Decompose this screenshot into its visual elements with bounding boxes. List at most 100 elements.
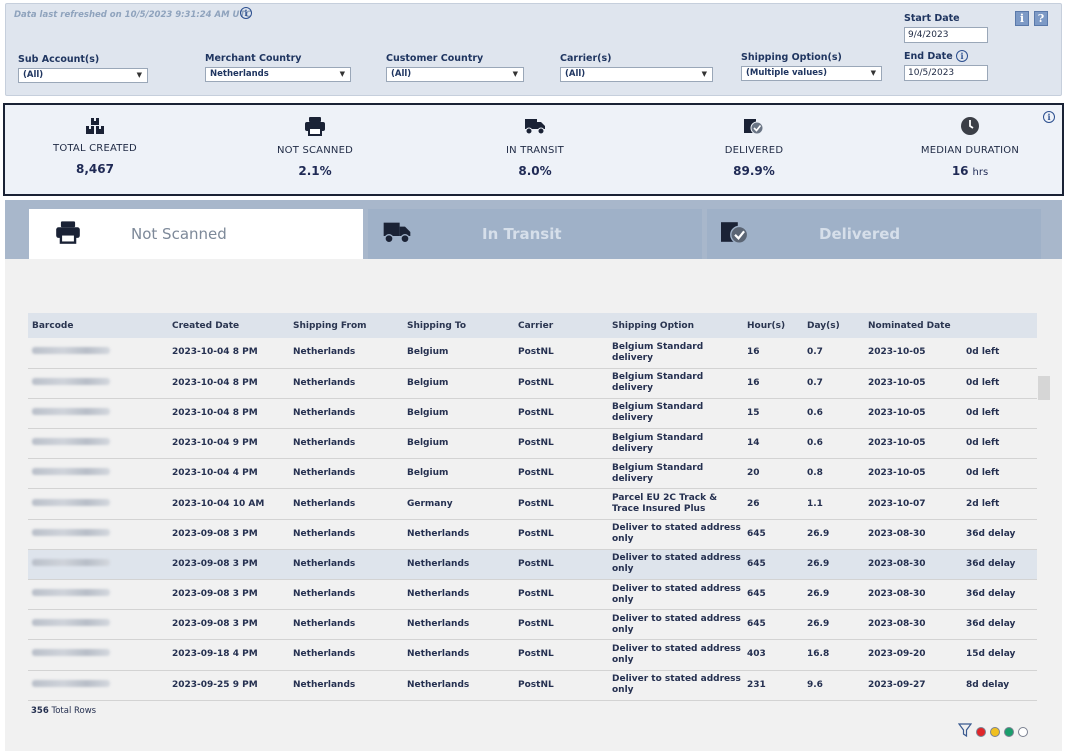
tab-delivered[interactable]: Delivered <box>707 209 1041 259</box>
filter-icon[interactable] <box>957 722 973 741</box>
status-cell: 0d left <box>962 338 1037 369</box>
truck-icon <box>382 220 412 248</box>
total-rows: 356 Total Rows <box>31 706 96 716</box>
refresh-note: Data last refreshed on 10/5/2023 9:31:24… <box>14 10 252 20</box>
created-cell: 2023-10-04 10 AM <box>168 488 289 520</box>
redacted-barcode <box>32 619 110 627</box>
from-cell: Netherlands <box>289 549 403 581</box>
status-cell: 0d left <box>962 458 1037 490</box>
days-cell: 26.9 <box>803 609 864 641</box>
column-header[interactable]: Shipping Option <box>608 313 743 338</box>
column-header[interactable]: Hour(s) <box>743 313 803 338</box>
status-cell: 0d left <box>962 428 1037 460</box>
to-cell: Netherlands <box>403 639 514 671</box>
merchant-country-select[interactable]: Netherlands ▼ <box>205 67 351 82</box>
option-cell: Parcel EU 2C Track & Trace Insured Plus <box>608 488 743 520</box>
table-row[interactable]: 2023-10-04 8 PM Netherlands Belgium PostNL B… <box>28 338 1037 369</box>
legend-dot-red[interactable] <box>976 726 986 737</box>
days-cell: 0.8 <box>803 458 864 490</box>
table-row[interactable]: 2023-10-04 8 PM Netherlands Belgium PostNL B… <box>28 398 1037 430</box>
table-row[interactable]: 2023-10-04 8 PM Netherlands Belgium PostNL B… <box>28 368 1037 399</box>
option-cell: Belgium Standard delivery <box>608 338 743 369</box>
tab-in-transit[interactable]: In Transit <box>368 209 702 259</box>
kpi-value: 16 hrs <box>880 164 1060 178</box>
from-cell: Netherlands <box>289 579 403 611</box>
total-rows-label: Total Rows <box>51 706 97 716</box>
column-header[interactable]: Carrier <box>514 313 608 338</box>
table-row[interactable]: 2023-09-18 4 PM Netherlands Netherlands Pos… <box>28 639 1037 671</box>
end-date-input[interactable]: 10/5/2023 <box>904 65 988 81</box>
table-row[interactable]: 2023-09-08 3 PM Netherlands Netherlands Pos… <box>28 609 1037 641</box>
days-cell: 16.8 <box>803 639 864 671</box>
barcode-cell <box>28 458 168 490</box>
shipments-table: Barcode Created Date Shipping From Shipp… <box>28 313 1037 701</box>
carrier-cell: PostNL <box>514 338 608 369</box>
days-cell: 0.7 <box>803 338 864 369</box>
printer-icon <box>225 115 405 137</box>
table-row[interactable]: 2023-10-04 9 PM Netherlands Belgium PostNL B… <box>28 428 1037 460</box>
option-cell: Deliver to stated address only <box>608 519 743 550</box>
customer-country-select[interactable]: (All) ▼ <box>386 67 524 82</box>
table-row[interactable]: 2023-10-04 4 PM Netherlands Belgium PostNL B… <box>28 458 1037 490</box>
from-cell: Netherlands <box>289 368 403 399</box>
column-header[interactable]: Created Date <box>168 313 289 338</box>
sub-account-label: Sub Account(s) <box>18 54 100 65</box>
option-cell: Belgium Standard delivery <box>608 368 743 399</box>
carrier-label: Carrier(s) <box>560 53 612 64</box>
created-cell: 2023-09-18 4 PM <box>168 639 289 671</box>
created-cell: 2023-09-08 3 PM <box>168 549 289 581</box>
end-date-label: End Date i <box>904 50 988 62</box>
table-row[interactable]: 2023-09-08 3 PM Netherlands Netherlands Pos… <box>28 579 1037 611</box>
from-cell: Netherlands <box>289 398 403 430</box>
nominated-cell: 2023-08-30 <box>864 579 962 611</box>
legend-dot-yellow[interactable] <box>990 726 1000 737</box>
hours-cell: 26 <box>743 488 803 520</box>
kpi-label: IN TRANSIT <box>506 145 564 156</box>
column-header[interactable]: Shipping From <box>289 313 403 338</box>
from-cell: Netherlands <box>289 488 403 520</box>
column-header[interactable]: Day(s) <box>803 313 864 338</box>
table-row[interactable]: 2023-10-04 10 AM Netherlands Germany PostNL… <box>28 488 1037 520</box>
info-button[interactable]: i <box>1015 11 1029 26</box>
carrier-select[interactable]: (All) ▼ <box>560 67 713 82</box>
barcode-cell <box>28 519 168 550</box>
sub-account-select[interactable]: (All) ▼ <box>18 68 148 83</box>
status-cell: 36d delay <box>962 519 1037 550</box>
kpi-not-scanned: NOT SCANNED 2.1% <box>225 115 405 178</box>
info-icon[interactable]: i <box>1043 111 1055 123</box>
table-row[interactable]: 2023-09-08 3 PM Netherlands Netherlands Pos… <box>28 519 1037 550</box>
tab-not-scanned[interactable]: Not Scanned <box>29 209 363 259</box>
option-cell: Deliver to stated address only <box>608 670 743 701</box>
clock-icon <box>880 115 1060 137</box>
to-cell: Netherlands <box>403 549 514 581</box>
kpi-label: TOTAL CREATED <box>53 143 137 154</box>
hours-cell: 403 <box>743 639 803 671</box>
info-icon[interactable]: i <box>955 50 968 62</box>
info-icon[interactable]: i <box>240 7 252 19</box>
tab-label: Delivered <box>819 225 901 243</box>
end-date-filter: End Date i 10/5/2023 <box>904 50 988 81</box>
nominated-cell: 2023-10-05 <box>864 338 962 369</box>
option-cell: Belgium Standard delivery <box>608 458 743 490</box>
redacted-barcode <box>32 649 110 657</box>
column-header[interactable]: Barcode <box>28 313 168 338</box>
redacted-barcode <box>32 407 110 415</box>
kpi-median-duration: MEDIAN DURATION 16 hrs <box>880 115 1060 178</box>
days-cell: 26.9 <box>803 579 864 611</box>
to-cell: Belgium <box>403 428 514 460</box>
column-header[interactable]: Shipping To <box>403 313 514 338</box>
shipping-option-select[interactable]: (Multiple values) ▼ <box>741 66 882 81</box>
column-header[interactable]: Nominated Date <box>864 313 962 338</box>
legend-dot-green[interactable] <box>1004 726 1014 737</box>
table-row[interactable]: 2023-09-25 9 PM Netherlands Netherlands Pos… <box>28 670 1037 701</box>
table-row[interactable]: 2023-09-08 3 PM Netherlands Netherlands Pos… <box>28 549 1037 581</box>
scrollbar-thumb[interactable] <box>1038 376 1050 400</box>
printer-icon <box>55 220 81 248</box>
start-date-input[interactable]: 9/4/2023 <box>904 27 988 43</box>
status-cell: 36d delay <box>962 549 1037 581</box>
legend-dot-white[interactable] <box>1018 726 1028 737</box>
hours-cell: 16 <box>743 338 803 369</box>
option-cell: Deliver to stated address only <box>608 579 743 611</box>
tab-bar: Not Scanned In Transit Delivered <box>5 200 1062 260</box>
help-button[interactable]: ? <box>1034 11 1048 26</box>
